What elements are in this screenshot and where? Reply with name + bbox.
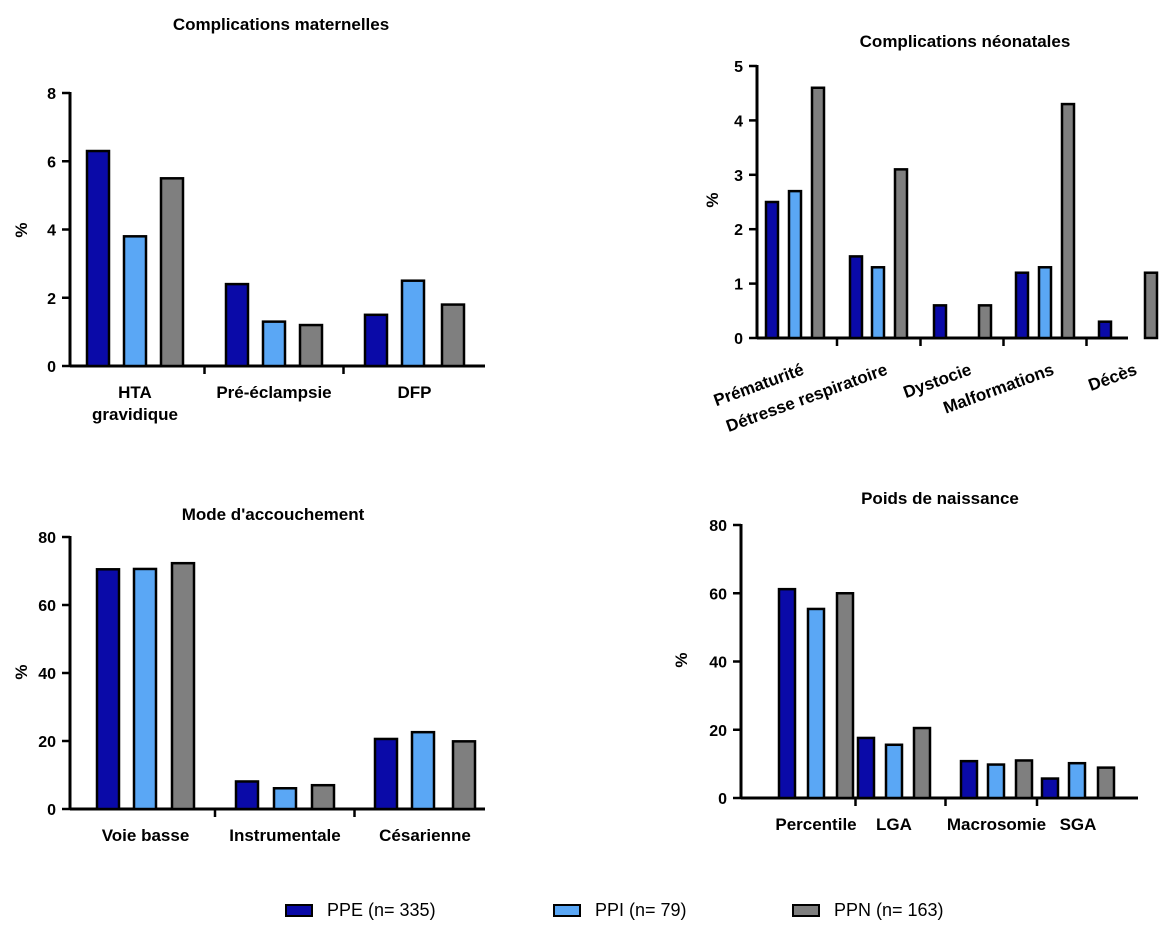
bar-ppi xyxy=(884,743,904,800)
legend-swatch xyxy=(285,903,313,917)
bar-ppi xyxy=(400,279,426,368)
bar-ppi xyxy=(261,320,287,368)
bar-ppe xyxy=(234,780,260,811)
y-tick-label: 0 xyxy=(718,791,727,808)
bar-ppe xyxy=(777,587,797,800)
y-tick-label: 0 xyxy=(47,359,56,376)
y-tick-label: 80 xyxy=(38,530,56,547)
x-category-label: Voie basse xyxy=(102,826,190,845)
bar-ppi xyxy=(272,787,298,811)
legend-item-ppi: PPI (n= 79) xyxy=(553,895,687,925)
y-tick-label: 2 xyxy=(734,222,743,239)
chart-title: Poids de naissance xyxy=(861,489,1019,508)
legend-item-ppe: PPE (n= 335) xyxy=(285,895,436,925)
bar-ppi xyxy=(806,607,826,800)
legend-item-ppn: PPN (n= 163) xyxy=(792,895,944,925)
x-category-label: SGA xyxy=(1060,815,1097,834)
chart-mode: Mode d'accouchement% 0 20 40 60 80 Voie basse I… xyxy=(12,505,485,845)
y-tick-label: 60 xyxy=(709,586,727,603)
bar-ppe xyxy=(1040,777,1060,800)
y-tick-label: 80 xyxy=(709,518,727,535)
x-category-label: Macrosomie xyxy=(947,815,1046,834)
bar-ppn xyxy=(451,740,477,811)
y-axis-label: % xyxy=(703,192,722,207)
bar-ppi xyxy=(986,763,1006,800)
y-tick-label: 4 xyxy=(734,113,743,130)
y-tick-label: 1 xyxy=(734,277,743,294)
bar-ppi xyxy=(870,266,886,340)
legend-swatch xyxy=(553,903,581,917)
bar-ppe xyxy=(932,304,948,340)
bar-ppn xyxy=(977,304,993,340)
chart-neo: Complications néonatales%012345Prématuri… xyxy=(703,32,1159,436)
bar-ppe xyxy=(1097,320,1113,340)
chart-poids: Poids de naissance% 0 20 40 60 80 Percentile LG… xyxy=(672,489,1138,834)
legend-label: PPE (n= 335) xyxy=(327,899,436,920)
bar-ppn xyxy=(835,592,855,800)
chart-mat: Complications maternelles% 0 2 4 6 8 HTA gravid… xyxy=(12,15,485,424)
y-axis-label: % xyxy=(12,222,31,237)
bar-ppn xyxy=(298,323,324,368)
y-tick-label: 3 xyxy=(734,168,743,185)
bar-ppe xyxy=(764,200,780,340)
bar-ppn xyxy=(440,303,466,368)
x-category-label: Césarienne xyxy=(379,826,471,845)
legend: PPE (n= 335) PPI (n= 79) PPN (n= 163) xyxy=(0,895,1165,925)
y-tick-label: 5 xyxy=(734,59,743,76)
x-category-label: Pré-éclampsie xyxy=(216,383,331,402)
charts-canvas: Complications maternelles% 0 2 4 6 8 HTA gravid… xyxy=(12,15,1159,845)
legend-label: PPI (n= 79) xyxy=(595,899,687,920)
x-category-label: Décès xyxy=(1086,360,1140,395)
bar-ppe xyxy=(373,737,399,811)
y-tick-label: 60 xyxy=(38,598,56,615)
bar-ppe xyxy=(856,736,876,800)
y-tick-label: 40 xyxy=(38,666,56,683)
legend-swatch xyxy=(792,903,820,917)
bar-ppn xyxy=(159,177,185,368)
bar-ppi xyxy=(122,235,148,368)
y-tick-label: 4 xyxy=(47,223,56,240)
bar-ppe xyxy=(85,149,111,368)
y-tick-label: 0 xyxy=(734,331,743,348)
bar-ppi xyxy=(410,730,436,811)
x-category-label: Percentile xyxy=(775,815,856,834)
x-category-label: LGA xyxy=(876,815,912,834)
chart-title: Complications maternelles xyxy=(173,15,389,34)
y-tick-label: 2 xyxy=(47,291,56,308)
x-category-label: Instrumentale xyxy=(229,826,340,845)
bar-ppe xyxy=(95,568,121,811)
bar-ppe xyxy=(848,255,864,340)
y-tick-label: 20 xyxy=(38,734,56,751)
y-axis-label: % xyxy=(672,652,691,667)
chart-title: Complications néonatales xyxy=(860,32,1071,51)
bar-ppe xyxy=(224,282,250,368)
bar-ppn xyxy=(1014,759,1034,800)
x-category-label: HTA gravidique xyxy=(92,383,178,424)
bar-ppe xyxy=(363,313,389,368)
bar-ppn xyxy=(170,561,196,811)
bar-ppi xyxy=(1037,266,1053,340)
y-tick-label: 6 xyxy=(47,154,56,171)
y-tick-label: 8 xyxy=(47,86,56,103)
bar-ppn xyxy=(912,726,932,800)
y-axis-label: % xyxy=(12,664,31,679)
bar-ppi xyxy=(1067,761,1087,800)
bar-ppi xyxy=(132,567,158,811)
bar-ppn xyxy=(1060,102,1076,340)
bar-ppi xyxy=(787,189,803,340)
bar-ppn xyxy=(893,168,909,340)
bar-ppn xyxy=(1096,766,1116,800)
y-tick-label: 0 xyxy=(47,802,56,819)
bar-ppe xyxy=(1014,271,1030,340)
y-tick-label: 20 xyxy=(709,723,727,740)
legend-label: PPN (n= 163) xyxy=(834,899,944,920)
bar-ppn xyxy=(810,86,826,340)
chart-title: Mode d'accouchement xyxy=(182,505,365,524)
y-tick-label: 40 xyxy=(709,655,727,672)
bar-ppe xyxy=(959,759,979,800)
bar-ppn xyxy=(1143,271,1159,340)
x-category-label: DFP xyxy=(398,383,432,402)
bar-ppn xyxy=(310,783,336,811)
